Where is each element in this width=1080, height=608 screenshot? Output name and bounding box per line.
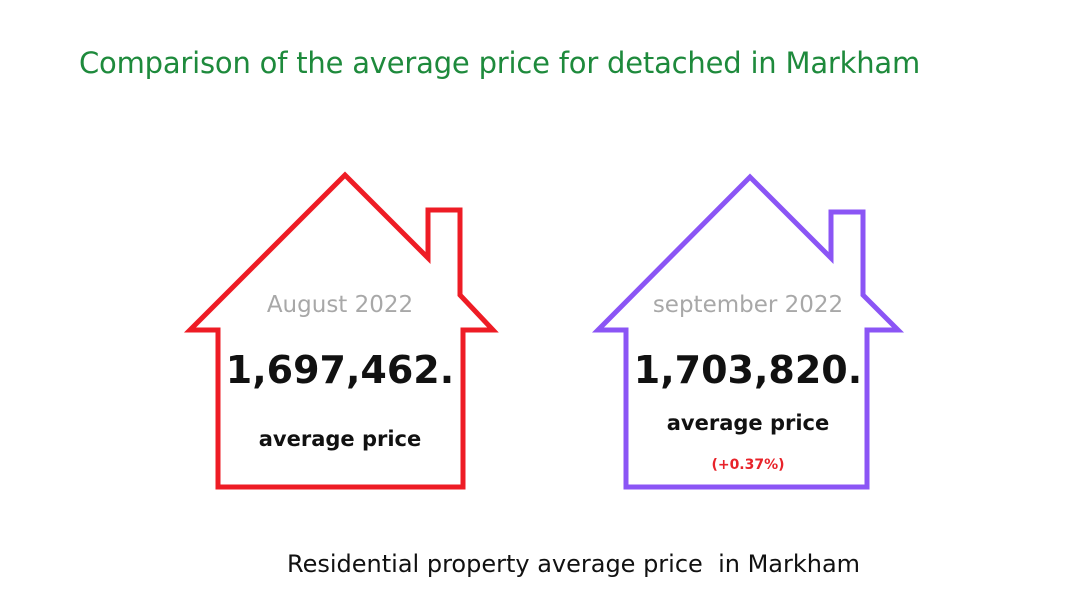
average-price-label: average price [666,411,830,435]
period-label: september 2022 [652,292,844,318]
average-price-value: 1,703,820. [633,348,863,392]
house-outline-icon [183,171,499,490]
footer-caption: Residential property average price in Ma… [287,550,861,578]
house-card-september: september 2022 1,703,820. average price … [588,165,908,500]
average-price-value: 1,697,462. [225,348,455,392]
house-card-august: August 2022 1,697,462. average price [180,165,500,500]
house-outline-icon [591,173,905,490]
page-title: Comparison of the average price for deta… [79,46,921,80]
period-label: August 2022 [266,292,414,318]
average-price-label: average price [258,427,422,451]
price-change-badge: (+0.37%) [711,457,785,473]
